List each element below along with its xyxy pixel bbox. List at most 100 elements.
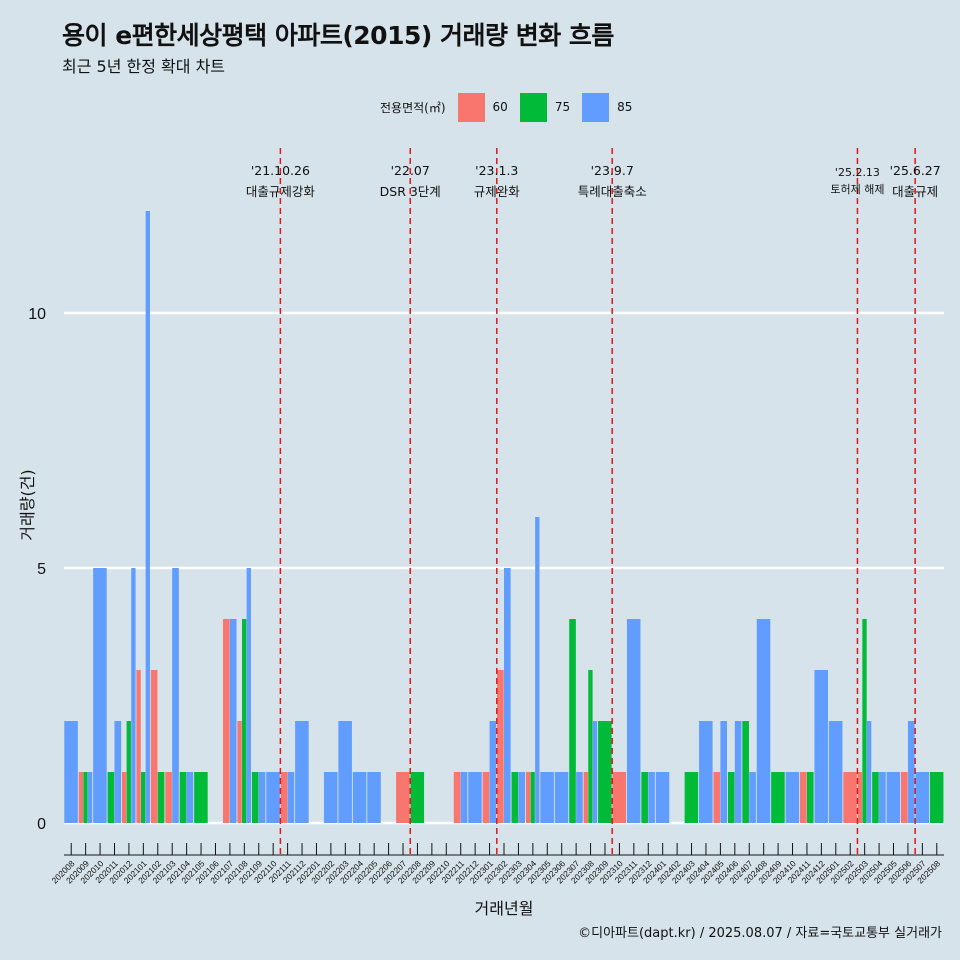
legend-swatch-60	[457, 92, 485, 122]
bar-85-202407	[749, 772, 756, 823]
bar-85-202009	[87, 772, 93, 823]
bar-85-202506	[907, 721, 915, 823]
legend-title: 전용면적(㎡)	[380, 100, 446, 115]
y-tick-label: 10	[28, 306, 46, 323]
event-label-date: '22.07	[391, 163, 430, 178]
y-tick-label: 0	[37, 816, 46, 833]
legend-label-85: 85	[617, 100, 633, 114]
bar-75-202009	[83, 772, 88, 823]
bar-85-202312	[648, 772, 655, 823]
bar-75-202012	[126, 721, 131, 823]
bar-85-202008	[64, 721, 78, 823]
bar-85-202501	[828, 721, 843, 823]
bar-85-202304	[535, 517, 540, 823]
bar-60-202301	[482, 772, 490, 823]
bar-75-202312	[641, 772, 648, 823]
bar-75-202308	[588, 670, 593, 823]
bar-60-202502	[843, 772, 857, 823]
bar-60-202108	[237, 721, 242, 823]
bar-85-202202	[323, 772, 338, 823]
legend-item-85: 85	[582, 92, 633, 122]
bar-60-202411	[800, 772, 807, 823]
bar-85-202110	[266, 772, 280, 823]
bar-85-202302	[504, 568, 511, 823]
bar-60-202101	[136, 670, 141, 823]
bar-85-202011	[114, 721, 122, 823]
bar-85-202107	[229, 619, 237, 823]
bar-75-202409	[771, 772, 785, 823]
bar-85-202010	[93, 568, 107, 823]
bar-85-202405	[720, 721, 728, 823]
event-label-date: '25.2.13	[835, 166, 880, 179]
event-label-text: 특례대출축소	[578, 184, 647, 199]
x-axis-title: 거래년월	[475, 899, 534, 918]
bar-85-202112	[295, 721, 309, 823]
bar-85-202303	[518, 772, 526, 823]
legend-swatch-85	[582, 92, 610, 122]
bar-85-202503	[866, 721, 872, 823]
legend-item-60: 60	[457, 92, 508, 122]
bar-85-202212	[468, 772, 482, 823]
bar-60-202009	[78, 772, 84, 823]
y-tick-label: 5	[37, 561, 46, 578]
bar-75-202307	[569, 619, 576, 823]
bar-85-202205	[367, 772, 381, 823]
bar-85-202109	[258, 772, 266, 823]
bar-75-202503	[862, 619, 867, 823]
bar-85-202406	[734, 721, 742, 823]
bar-85-202412	[814, 670, 829, 823]
bar-60-202211	[453, 772, 461, 823]
event-label-text: 대출규제강화	[246, 184, 316, 199]
event-label-text: 규제완화	[474, 184, 521, 199]
bar-75-202403	[684, 772, 699, 823]
bar-85-202305	[540, 772, 554, 823]
bar-60-202012	[121, 772, 127, 823]
legend: 전용면적(㎡) 60 75 85	[380, 92, 632, 122]
bar-85-202404	[699, 721, 713, 823]
bar-85-202507	[915, 772, 929, 823]
bar-75-202102	[157, 772, 165, 823]
legend-label-75: 75	[554, 100, 571, 114]
bar-85-202203	[338, 721, 352, 823]
bar-75-202407	[742, 721, 749, 823]
bar-60-202103	[165, 772, 172, 823]
bar-85-202408	[756, 619, 771, 823]
bar-85-202308	[592, 721, 598, 823]
bar-75-202101	[141, 772, 146, 823]
bar-85-202111	[287, 772, 295, 823]
source-caption: ©디아파트(dapt.kr) / 2025.08.07 / 자료=국토교통부 실…	[578, 926, 942, 941]
bar-75-202508	[929, 772, 944, 823]
event-label-text: 토허제 해제	[830, 182, 884, 196]
bar-60-202310	[612, 772, 627, 823]
bar-60-202308	[583, 772, 588, 823]
bar-85-202401	[655, 772, 670, 823]
bar-60-202111	[280, 772, 288, 823]
bar-85-202204	[352, 772, 367, 823]
chart-title: 용이 e편한세상평택 아파트(2015) 거래량 변화 흐름	[62, 21, 614, 50]
event-label-text: DSR 3단계	[380, 184, 441, 199]
event-label-date: '21.10.26	[251, 163, 310, 178]
bar-75-202504	[872, 772, 879, 823]
bar-75-202304	[530, 772, 535, 823]
bar-85-202306	[554, 772, 569, 823]
bar-75-202104	[179, 772, 187, 823]
bar-75-202208	[410, 772, 425, 823]
bar-85-202410	[785, 772, 800, 823]
bar-75-202411	[806, 772, 814, 823]
bar-85-202012	[131, 568, 136, 823]
bar-60-202102	[150, 670, 158, 823]
bar-85-202505	[886, 772, 901, 823]
bar-60-202304	[525, 772, 531, 823]
y-axis-title: 거래량(건)	[18, 469, 37, 540]
bar-60-202405	[713, 772, 721, 823]
bar-75-202011	[107, 772, 115, 823]
bar-60-202503	[857, 772, 863, 823]
bar-75-202309	[598, 721, 612, 823]
bar-60-202207	[396, 772, 410, 823]
bar-85-202108	[246, 568, 251, 823]
bar-85-202301	[489, 721, 497, 823]
bar-85-202103	[172, 568, 179, 823]
bar-85-202101	[145, 211, 150, 823]
